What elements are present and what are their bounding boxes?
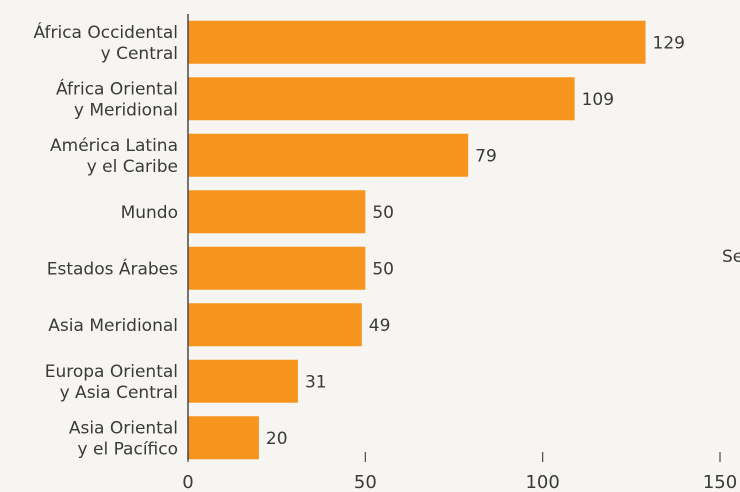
category-label-4-line-0: Estados Árabes — [47, 257, 178, 279]
category-label-7: Asia Oriental y el Pacífico — [69, 418, 178, 459]
category-label-2: América Latina y el Caribe — [50, 136, 178, 177]
x-tick-label-1: 50 — [354, 472, 377, 492]
category-label-0-line-1: y Central — [101, 44, 178, 64]
category-label-3-line-0: Mundo — [121, 203, 178, 223]
category-label-5: Asia Meridional — [48, 316, 178, 336]
x-tick-label-2: 100 — [525, 472, 559, 492]
category-label-1-line-1: y Meridional — [74, 100, 178, 120]
category-label-6-line-0: Europa Oriental — [45, 362, 178, 382]
category-label-7-line-1: y el Pacífico — [78, 439, 178, 459]
bar-7 — [188, 416, 259, 460]
bars-group — [188, 20, 646, 460]
x-axis-ticks: 0 50 100 150 — [182, 452, 737, 492]
category-label-2-line-0: América Latina — [50, 136, 178, 156]
bar-2 — [188, 133, 469, 177]
category-label-6-line-1: y Asia Central — [60, 383, 178, 403]
category-label-1: África Oriental y Meridional — [56, 77, 178, 120]
category-labels: África Occidental y Central África Orienta… — [33, 21, 178, 460]
category-label-1-line-0: África Oriental — [56, 77, 178, 99]
category-label-6: Europa Oriental y Asia Central — [45, 362, 178, 403]
category-label-5-line-0: Asia Meridional — [48, 316, 178, 336]
bar-3 — [188, 190, 366, 234]
cut-off-text: Se — [722, 247, 740, 267]
category-label-3: Mundo — [121, 203, 178, 223]
category-label-2-line-1: y el Caribe — [87, 157, 178, 177]
bar-1 — [188, 77, 575, 121]
x-tick-label-0: 0 — [182, 472, 193, 492]
category-label-4: Estados Árabes — [47, 257, 178, 279]
bar-0 — [188, 20, 646, 64]
value-labels: 129 109 79 50 50 49 31 20 — [266, 33, 685, 449]
bar-4 — [188, 246, 366, 290]
category-label-7-line-0: Asia Oriental — [69, 418, 178, 438]
value-label-0: 129 — [653, 33, 685, 53]
x-tick-label-3: 150 — [703, 472, 737, 492]
value-label-1: 109 — [582, 90, 614, 110]
value-label-2: 79 — [475, 146, 497, 166]
value-label-3: 50 — [372, 203, 394, 223]
value-label-6: 31 — [305, 372, 327, 392]
category-label-0: África Occidental y Central — [33, 21, 178, 64]
bar-5 — [188, 303, 362, 347]
bar-6 — [188, 359, 298, 403]
category-label-0-line-0: África Occidental — [33, 21, 178, 43]
value-label-5: 49 — [369, 316, 391, 336]
value-label-7: 20 — [266, 429, 288, 449]
value-label-4: 50 — [372, 259, 394, 279]
